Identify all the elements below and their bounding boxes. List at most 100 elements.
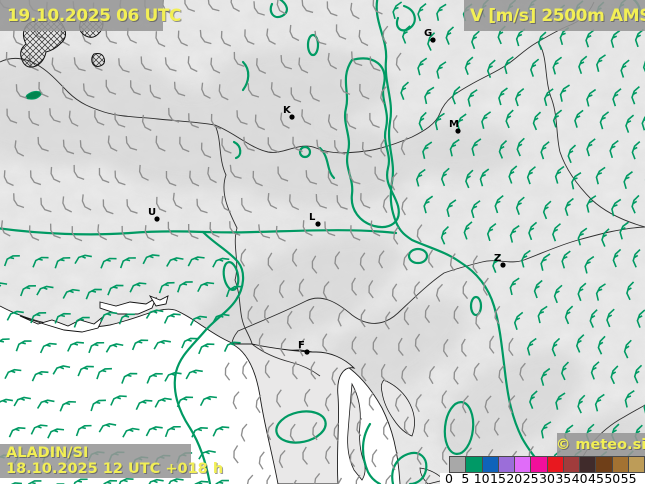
wind-barb [289, 423, 296, 443]
wind-barb [351, 336, 357, 355]
wind-barb [105, 79, 117, 95]
wind-barb [543, 88, 554, 107]
wind-barb [424, 304, 431, 324]
legend-color-swatch [546, 457, 563, 472]
wind-barb [12, 29, 24, 46]
wind-barb [189, 315, 207, 326]
wind-barb [200, 142, 212, 159]
wind-barb [4, 368, 22, 380]
city-label: L [309, 212, 316, 223]
wind-barb [392, 1, 403, 20]
wind-barb [90, 399, 106, 412]
model-run-label: ALADIN/SI 18.10.2025 12 UTC +018 h [0, 444, 224, 478]
wind-barb [414, 333, 421, 352]
wind-barb [434, 112, 445, 131]
wind-barb [280, 338, 287, 357]
wind-barb [337, 308, 345, 327]
copyright-label: © meteo.si [556, 433, 645, 457]
wind-barb [49, 223, 61, 239]
wind-barb [493, 417, 500, 436]
wind-barb [611, 198, 622, 217]
wind-barb [102, 199, 114, 215]
wind-barb [116, 477, 134, 484]
wind-barb [224, 362, 231, 381]
wind-barb [188, 113, 199, 129]
wind-barb [530, 58, 540, 77]
wind-barb [594, 393, 605, 412]
wind-barb [316, 139, 329, 154]
legend-tick-value: 30 [539, 471, 555, 484]
wind-barb [625, 114, 635, 133]
wind-barb [623, 339, 632, 359]
wind-barb [3, 255, 20, 267]
wind-barb [298, 278, 305, 297]
wind-barb [162, 0, 173, 15]
wind-barb [290, 87, 302, 103]
wind-barb [532, 111, 542, 131]
wind-barb [334, 251, 341, 270]
wind-barb [107, 284, 124, 296]
wind-barb [526, 166, 536, 185]
wind-barb [105, 29, 118, 45]
model-run-time: 18.10.2025 12 UTC +018 h [6, 461, 224, 477]
wind-barb [278, 449, 286, 469]
wind-barb [119, 257, 136, 269]
wind-barb [391, 283, 398, 302]
wind-barb [189, 170, 200, 187]
wind-barb [298, 338, 306, 357]
wind-barb [38, 81, 49, 98]
wind-barb [555, 392, 566, 410]
legend-color-swatch [450, 457, 466, 472]
wind-barb [368, 392, 375, 411]
wind-barb [146, 372, 163, 384]
wind-barb [73, 316, 90, 328]
wind-barb [471, 30, 480, 50]
wind-barb [631, 194, 640, 214]
wind-barb [50, 166, 61, 183]
wind-barb [464, 56, 474, 75]
wind-barb [37, 136, 49, 152]
wind-barb [369, 112, 380, 129]
legend-tick-value: 0 [445, 471, 453, 484]
legend-color-bar [449, 456, 645, 473]
city-dot [304, 349, 310, 355]
wind-barb [486, 59, 496, 78]
wind-barb [276, 0, 287, 15]
wind-barb [298, 57, 309, 74]
wind-barb [361, 363, 367, 382]
wind-barb [586, 195, 597, 213]
wind-barb [179, 136, 190, 153]
wind-barb [184, 0, 196, 12]
wind-barb [311, 255, 318, 274]
legend-tick-value: 55 [620, 471, 637, 484]
wind-barb [422, 141, 433, 160]
wind-barb [443, 338, 449, 358]
wind-barb [73, 57, 86, 72]
legend-tick-value: 35 [555, 471, 572, 484]
wind-barb [505, 109, 514, 129]
wind-barb [498, 87, 508, 106]
wind-barb [243, 136, 255, 152]
city-dot [455, 128, 461, 134]
wind-barb [324, 393, 332, 412]
wind-barb [417, 57, 428, 76]
wind-barb [39, 342, 57, 354]
wind-barb [187, 256, 205, 267]
wind-barb [626, 281, 635, 301]
wind-barb [247, 305, 253, 325]
wind-barb [13, 396, 31, 407]
wind-barb [196, 198, 208, 214]
wind-barb [145, 309, 164, 319]
legend-color-swatch [579, 457, 596, 472]
wind-barb [326, 1, 338, 17]
wind-barb [8, 426, 26, 438]
wind-barb [198, 450, 216, 460]
wind-barb [247, 83, 260, 98]
wind-barb [449, 253, 456, 272]
wind-barb [381, 363, 387, 383]
wind-barb [631, 86, 640, 105]
wind-barb [210, 113, 222, 130]
wind-barb [252, 170, 263, 187]
wind-barb [519, 362, 526, 381]
